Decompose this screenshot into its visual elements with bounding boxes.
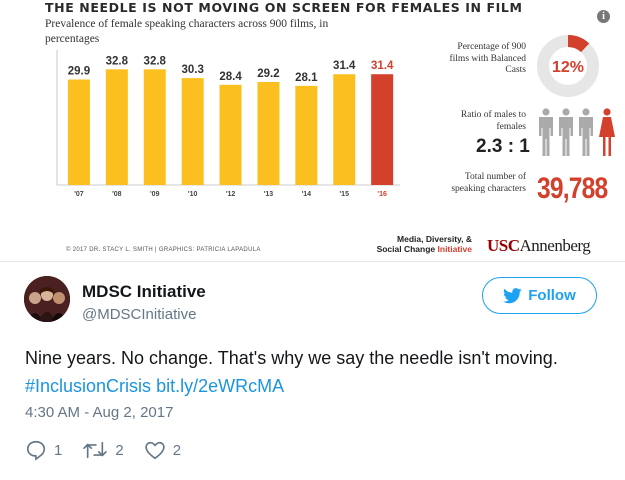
- reply-icon: [26, 440, 46, 461]
- bar-8: [371, 74, 394, 185]
- balanced-casts-label: Percentage of 900 films with Balanced Ca…: [449, 42, 526, 75]
- total-characters-label: Total number of speaking characters: [451, 172, 526, 194]
- tick-label-7: '15: [340, 191, 350, 198]
- twitter-bird-icon: [503, 287, 522, 303]
- infographic-subtitle: Prevalence of female speaking characters…: [45, 18, 329, 45]
- display-name[interactable]: MDSC Initiative: [82, 282, 206, 301]
- balanced-casts-value: 12%: [552, 59, 584, 76]
- like-count: 2: [172, 441, 182, 459]
- usc-annenberg-logo: USCAnnenberg: [487, 236, 591, 255]
- infographic-title: THE NEEDLE IS NOT MOVING ON SCREEN FOR F…: [45, 0, 523, 15]
- mdsc-logo-text: Media, Diversity, & Social Change Initia…: [352, 234, 472, 254]
- value-label-5: 29.2: [257, 68, 279, 80]
- org-line-2a: Social Change: [376, 244, 436, 254]
- retweet-button[interactable]: 2: [82, 439, 124, 461]
- tweet-text: Nine years. No change. That's why we say…: [25, 344, 600, 400]
- bar-6: [295, 85, 318, 185]
- ratio-value: 2.3 : 1: [476, 136, 530, 157]
- bar-2: [143, 69, 166, 185]
- bar-7: [333, 74, 356, 185]
- total-characters-value: 39,788: [537, 172, 608, 205]
- tweet-body: Nine years. No change. That's why we say…: [25, 348, 558, 368]
- handle[interactable]: @MDSCInitiative: [82, 306, 197, 323]
- avatar[interactable]: [24, 276, 70, 322]
- bar-3: [181, 78, 204, 185]
- hashtag-link[interactable]: #InclusionCrisis: [25, 376, 152, 396]
- bar-4: [219, 84, 242, 185]
- ratio-label: Ratio of males to females: [460, 110, 526, 132]
- tick-label-8: '16: [377, 191, 387, 198]
- male-figure-1: [559, 108, 573, 156]
- female-figure-3: [599, 108, 615, 156]
- short-link[interactable]: bit.ly/2eWRcMA: [156, 376, 285, 396]
- follow-label: Follow: [528, 287, 576, 304]
- value-label-7: 31.4: [333, 60, 356, 72]
- value-label-0: 29.9: [68, 66, 90, 78]
- like-button[interactable]: 2: [144, 439, 181, 461]
- retweet-count: 2: [115, 441, 124, 459]
- tick-label-4: '12: [226, 191, 236, 198]
- value-label-2: 32.8: [144, 55, 167, 67]
- balanced-casts-donut: 12%: [537, 35, 599, 97]
- heart-icon: [145, 441, 165, 460]
- bar-1: [105, 69, 128, 185]
- value-label-8: 31.4: [371, 60, 394, 72]
- value-label-3: 30.3: [181, 64, 203, 76]
- follow-button[interactable]: Follow: [482, 277, 597, 314]
- tweet-actions: 1 2 2: [25, 439, 201, 461]
- tick-label-6: '14: [302, 191, 312, 198]
- bar-5: [257, 81, 280, 185]
- retweet-icon: [83, 441, 108, 459]
- org-line-1: Media, Diversity, &: [397, 234, 472, 244]
- tick-label-2: '09: [150, 191, 160, 198]
- tick-label-3: '10: [188, 191, 198, 198]
- reply-button[interactable]: 1: [25, 439, 62, 461]
- timestamp[interactable]: 4:30 AM - Aug 2, 2017: [25, 404, 174, 421]
- infographic-credit: © 2017 DR. STACY L. SMITH | GRAPHICS: PA…: [66, 247, 261, 253]
- tick-label-1: '08: [112, 191, 122, 198]
- gender-figures: [539, 108, 615, 156]
- bar-0: [67, 79, 90, 185]
- org-line-2b: Initiative: [437, 244, 472, 254]
- value-label-4: 28.4: [219, 71, 242, 83]
- donut-arc: [537, 35, 599, 97]
- info-icon[interactable]: i: [597, 10, 610, 23]
- tick-label-0: '07: [74, 191, 84, 198]
- tick-label-5: '13: [264, 191, 274, 198]
- value-label-6: 28.1: [295, 72, 318, 84]
- male-figure-0: [539, 108, 553, 156]
- value-label-1: 32.8: [106, 55, 129, 67]
- male-figure-2: [579, 108, 593, 156]
- infographic-image[interactable]: THE NEEDLE IS NOT MOVING ON SCREEN FOR F…: [0, 0, 625, 262]
- bar-chart: 29.9 '07 32.8 '08 32.8 '09 30.3 '10 28.4 '12 29.2 '…: [56, 50, 400, 198]
- reply-count: 1: [54, 441, 63, 459]
